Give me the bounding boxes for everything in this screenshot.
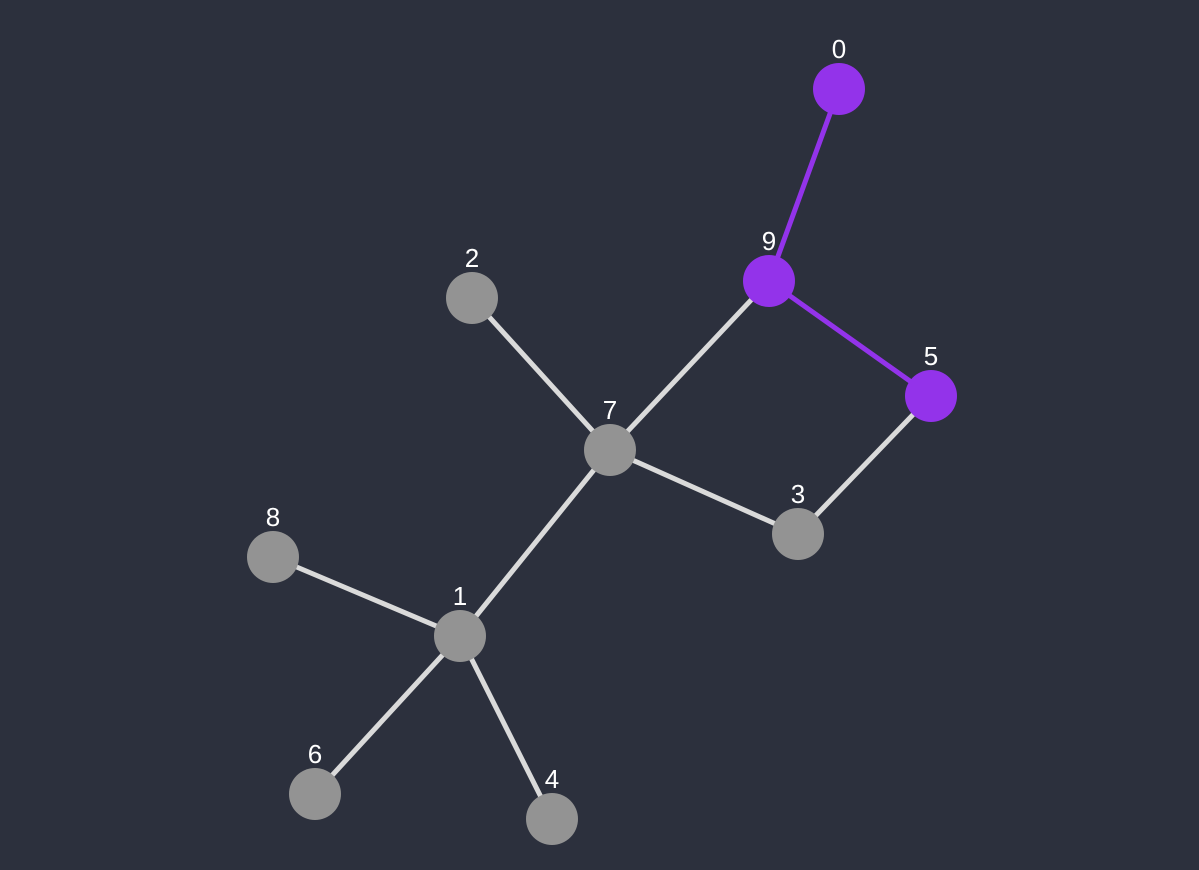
node-4[interactable] [526,793,578,845]
node-0[interactable] [813,63,865,115]
node-label-2: 2 [465,243,479,273]
labels-layer: 0 1 2 3 4 5 6 7 8 9 [266,34,938,794]
node-label-3: 3 [791,479,805,509]
node-9[interactable] [743,255,795,307]
edge-7-2 [469,295,613,453]
node-8[interactable] [247,531,299,583]
node-6[interactable] [289,768,341,820]
nodes-layer [247,63,957,845]
node-label-8: 8 [266,502,280,532]
node-label-1: 1 [453,581,467,611]
node-label-9: 9 [762,226,776,256]
node-3[interactable] [772,508,824,560]
edge-5-3 [795,393,934,537]
node-label-6: 6 [308,739,322,769]
node-2[interactable] [446,272,498,324]
node-label-7: 7 [603,395,617,425]
node-label-0: 0 [832,34,846,64]
edge-1-6 [312,633,463,797]
node-label-4: 4 [545,764,559,794]
node-label-5: 5 [924,341,938,371]
edge-9-5 [766,278,934,399]
edge-0-9 [766,86,842,284]
node-1[interactable] [434,610,486,662]
edge-1-8 [270,554,463,639]
edge-7-1 [457,447,613,639]
edge-1-4 [457,633,555,822]
edge-9-7 [607,278,772,453]
edges-layer [270,86,934,822]
node-5[interactable] [905,370,957,422]
node-7[interactable] [584,424,636,476]
edge-7-3 [607,447,801,537]
